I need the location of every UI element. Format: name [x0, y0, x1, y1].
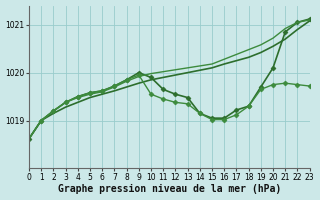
X-axis label: Graphe pression niveau de la mer (hPa): Graphe pression niveau de la mer (hPa): [58, 184, 281, 194]
